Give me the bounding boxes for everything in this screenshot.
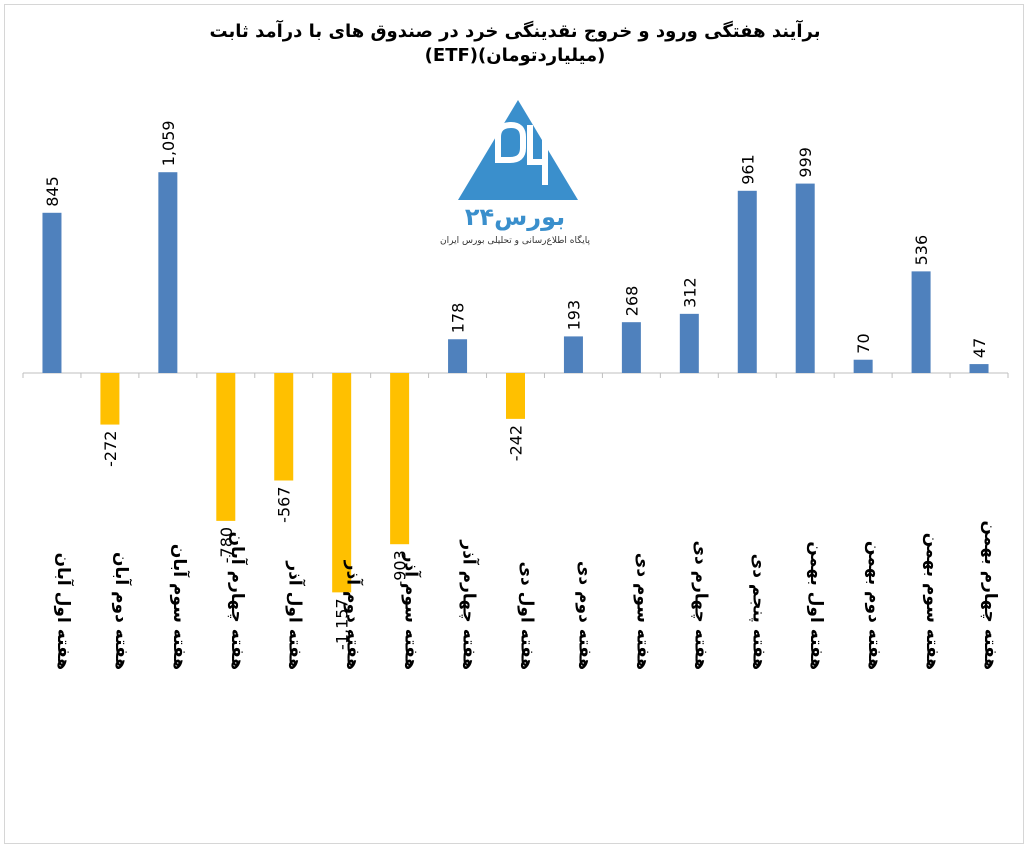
bar	[274, 373, 294, 481]
data-label: -272	[101, 431, 120, 467]
category-label: هفته چهارم آذر	[459, 539, 481, 670]
data-label: 193	[564, 300, 583, 331]
data-label: 178	[449, 303, 468, 334]
category-label: هفته پنجم دی	[748, 554, 768, 670]
data-label: 845	[43, 176, 62, 207]
data-label: 536	[912, 235, 931, 266]
data-label: 312	[680, 277, 699, 308]
category-label: هفته چهارم دی	[690, 540, 710, 670]
category-label: هفته سوم آبان	[169, 544, 191, 670]
data-label: -780	[217, 527, 236, 563]
bar	[621, 322, 641, 373]
bar	[390, 373, 410, 545]
data-label: -242	[507, 425, 526, 461]
category-label: هفته اول دی	[517, 561, 537, 670]
category-label: هفته اول آذر	[285, 560, 307, 670]
bar	[911, 271, 931, 373]
category-label: هفته اول بهمن	[806, 541, 826, 670]
logo-tagline: پایگاه اطلاع‌رسانی و تحلیلی بورس ایران	[440, 234, 590, 246]
logo-name: بورس۲۴	[465, 203, 565, 231]
category-label: هفته چهارم آبان	[227, 532, 249, 670]
data-label: -567	[275, 487, 294, 523]
bar	[332, 373, 352, 593]
category-label: هفته سوم آذر	[401, 552, 423, 670]
bar	[158, 172, 178, 373]
data-label: 999	[796, 147, 815, 178]
bar	[42, 212, 62, 373]
bar	[853, 359, 873, 373]
bar	[563, 336, 583, 373]
category-label: هفته اول آبان	[53, 553, 75, 670]
chart-subtitle: (ETF)(میلیاردتومان)	[425, 45, 606, 66]
data-label: -1,157	[333, 598, 352, 650]
logo-triangle-icon	[458, 100, 578, 200]
category-label: هفته سوم دی	[632, 553, 652, 670]
bar	[448, 339, 468, 373]
bar	[795, 183, 815, 373]
data-label: 47	[970, 338, 989, 358]
category-label: هفته دوم دی	[574, 561, 594, 670]
category-label: هفته دوم آبان	[111, 552, 133, 670]
category-label: هفته چهارم بهمن	[980, 520, 1000, 670]
category-label: هفته دوم آذر	[343, 560, 365, 670]
chart-title: برآیند هفتگی ورود و خروج نقدینگی خرد در …	[209, 19, 820, 42]
data-label: 268	[622, 286, 641, 317]
bar	[100, 373, 120, 425]
bar	[216, 373, 236, 521]
logo: بورس۲۴ پایگاه اطلاع‌رسانی و تحلیلی بورس …	[440, 100, 590, 246]
data-label: 961	[738, 154, 757, 185]
plot-area: 845 هفته اول آبان -272 هفته دوم آبان 1,059 هف…	[22, 120, 1009, 670]
category-label: هفته دوم بهمن	[864, 541, 884, 670]
category-label: هفته سوم بهمن	[922, 533, 942, 670]
bar	[969, 364, 989, 373]
bar	[737, 190, 757, 373]
data-label: -903	[391, 550, 410, 586]
bar	[679, 313, 699, 373]
data-label: 70	[854, 333, 873, 353]
data-label: 1,059	[159, 120, 178, 166]
bar	[506, 373, 525, 419]
